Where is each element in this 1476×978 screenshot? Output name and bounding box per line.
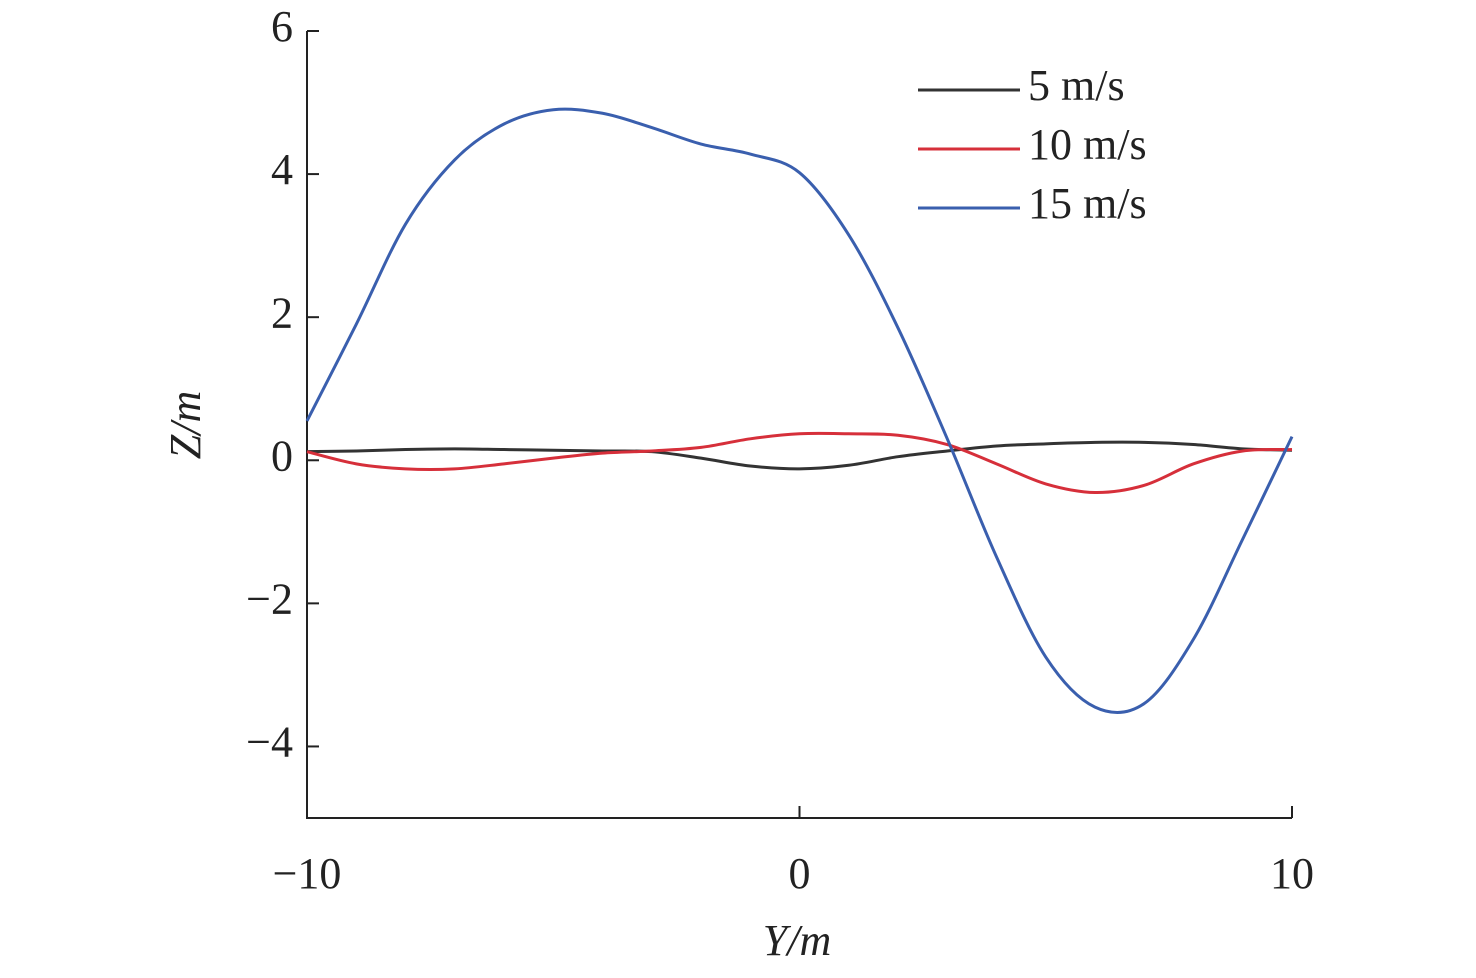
y-tick-label: 0 xyxy=(271,431,293,480)
x-tick-label: 0 xyxy=(789,849,811,898)
x-tick-label: −10 xyxy=(273,849,342,898)
legend-label: 10 m/s xyxy=(1028,120,1147,169)
series-line xyxy=(305,107,1294,714)
legend-label: 5 m/s xyxy=(1028,61,1125,110)
y-tick-label: 6 xyxy=(271,2,293,51)
y-tick-label: 2 xyxy=(271,288,293,337)
x-tick-label: 10 xyxy=(1270,849,1314,898)
series-line xyxy=(306,431,1293,494)
x-axis-label: Y/m xyxy=(763,916,831,965)
y-tick-label: −2 xyxy=(246,574,293,623)
y-tick-label: −4 xyxy=(246,718,293,767)
y-axis-label: Z/m xyxy=(161,391,210,459)
legend-label: 15 m/s xyxy=(1028,179,1147,228)
series-line xyxy=(306,440,1293,471)
y-tick-label: 4 xyxy=(271,145,293,194)
